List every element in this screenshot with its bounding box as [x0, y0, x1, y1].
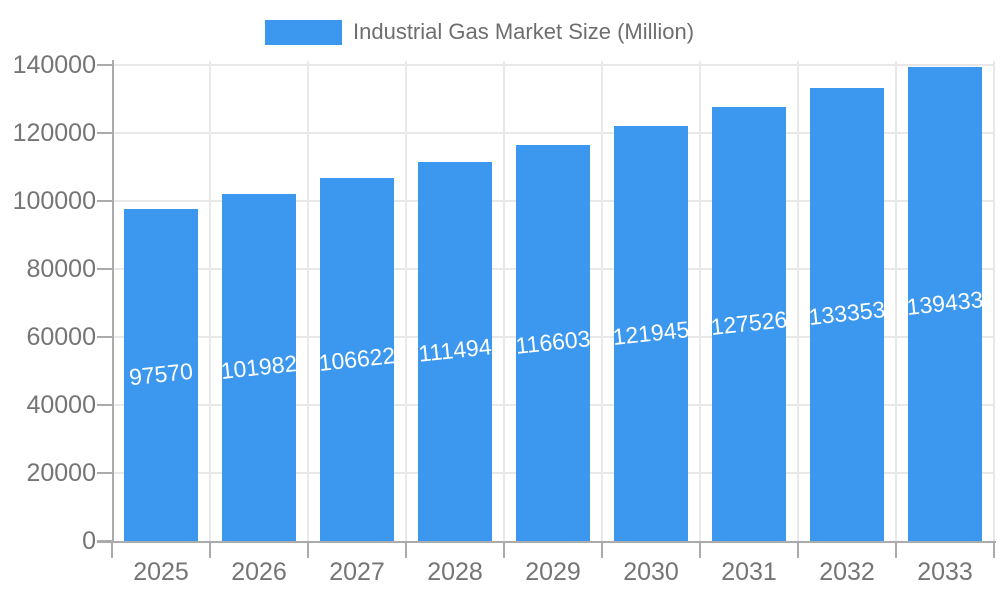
y-axis-tick: [97, 404, 112, 406]
gridline-vertical: [601, 61, 603, 541]
gridline-vertical: [405, 61, 407, 541]
bar-value-label: 139433: [908, 286, 982, 320]
gridline-vertical: [993, 61, 995, 541]
bar-value-label: 97570: [127, 357, 195, 391]
gridline-vertical: [797, 61, 799, 541]
bar-value-label: 101982: [222, 349, 296, 384]
x-axis-label: 2025: [133, 558, 189, 586]
x-axis-tick: [699, 541, 701, 558]
x-axis-tick: [503, 541, 505, 558]
bar[interactable]: 127526: [712, 107, 786, 541]
gridline-vertical: [699, 61, 701, 541]
legend-label: Industrial Gas Market Size (Million): [353, 19, 695, 44]
x-axis-tick: [405, 541, 407, 558]
bar-value-label: 111494: [418, 333, 492, 368]
gridline-vertical: [209, 61, 211, 541]
x-axis-tick: [797, 541, 799, 558]
bar[interactable]: 101982: [222, 194, 296, 541]
y-axis-line: [112, 60, 114, 543]
x-axis-tick: [993, 541, 995, 558]
x-axis-tick: [307, 541, 309, 558]
x-axis-tick: [209, 541, 211, 558]
bar-value-label: 116603: [516, 324, 590, 359]
x-axis-tick: [111, 541, 113, 558]
x-axis-label: 2026: [231, 558, 287, 586]
y-axis-tick: [97, 64, 112, 66]
bar[interactable]: 116603: [516, 144, 590, 541]
bar-value-label: 106622: [320, 341, 394, 376]
x-axis-tick: [601, 541, 603, 558]
bar[interactable]: 121945: [614, 126, 688, 541]
gridline-vertical: [307, 61, 309, 541]
y-axis-tick: [97, 268, 112, 270]
bar[interactable]: 106622: [320, 178, 394, 541]
y-axis-tick: [97, 132, 112, 134]
bar[interactable]: 97570: [124, 209, 198, 541]
y-axis-label: 0: [82, 527, 96, 555]
bar-value-label: 121945: [614, 315, 688, 350]
bar[interactable]: 111494: [418, 161, 492, 541]
y-axis-label: 20000: [26, 459, 96, 487]
y-axis-tick: [97, 200, 112, 202]
y-axis-tick: [97, 472, 112, 474]
x-axis-label: 2032: [819, 558, 875, 586]
y-axis-label: 40000: [26, 391, 96, 419]
x-axis-label: 2027: [329, 558, 385, 586]
y-axis-label: 100000: [12, 187, 96, 215]
bar-value-label: 133353: [810, 296, 884, 331]
x-axis-tick: [895, 541, 897, 558]
bar[interactable]: 139433: [908, 66, 982, 541]
x-axis-line: [97, 541, 996, 543]
y-axis-label: 140000: [12, 51, 96, 79]
gridline-vertical: [895, 61, 897, 541]
x-axis-label: 2031: [721, 558, 777, 586]
x-axis-label: 2028: [427, 558, 483, 586]
gridline-vertical: [503, 61, 505, 541]
y-axis-label: 60000: [26, 323, 96, 351]
x-axis-label: 2030: [623, 558, 679, 586]
x-axis-label: 2029: [525, 558, 581, 586]
bar[interactable]: 133353: [810, 87, 884, 541]
y-axis-tick: [97, 336, 112, 338]
y-axis-label: 80000: [26, 255, 96, 283]
bar-value-label: 127526: [712, 306, 786, 341]
x-axis-label: 2033: [917, 558, 973, 586]
gridline-horizontal: [112, 132, 994, 134]
legend-swatch-icon: [265, 20, 342, 45]
gridline-horizontal: [112, 64, 994, 66]
y-axis-label: 120000: [12, 119, 96, 147]
